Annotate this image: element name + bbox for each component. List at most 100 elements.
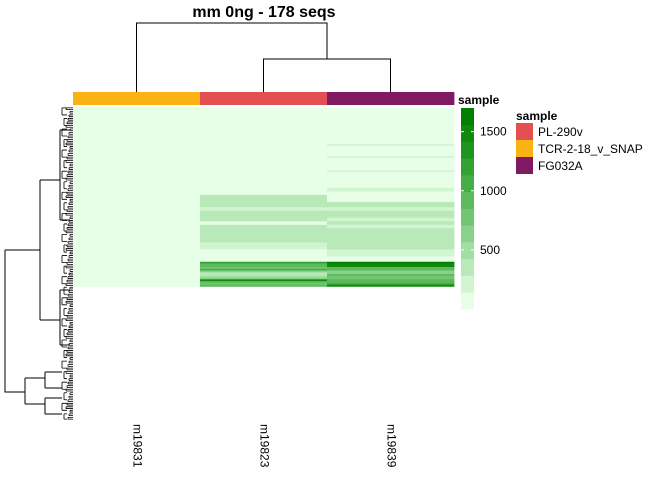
row-dendrogram-leaf [67,311,73,315]
heatmap-cell [200,249,328,257]
heatmap-cell [200,274,328,277]
row-dendrogram-leaf [67,364,73,367]
row-dendrogram-leaf [67,188,73,191]
row-dendrogram-branch [63,307,67,316]
row-dendrogram-branch [24,377,45,405]
heatmap-cell [327,228,455,236]
heatmap-cell [327,224,455,229]
column-dendrogram-branch [263,58,391,92]
heatmap-cell [73,272,201,275]
heatmap-cell [200,256,328,263]
heatmap-cell [327,207,455,212]
heatmap-cell [200,170,328,173]
row-dendrogram-leaf [66,156,73,160]
heatmap-cell [327,170,455,173]
row-dendrogram-branch [63,413,67,420]
row-dendrogram-leaf [66,191,73,195]
row-dendrogram-leaf [66,385,73,388]
row-dendrogram-leaf [69,269,73,272]
heatmap-cell [73,172,201,189]
column-label: m19823 [257,424,271,468]
row-dendrogram-leaf [67,416,73,420]
row-dendrogram-leaf [66,262,73,265]
heatmap-cell [327,217,455,222]
heatmap-cell [327,235,455,243]
row-dendrogram-branch [61,360,67,369]
color-legend-step [461,275,474,293]
row-dendrogram-branch [63,265,67,274]
heatmap-cell [327,107,455,145]
heatmap-cell [327,191,455,196]
column-labels: m19831 m19823 m19839 [130,424,398,468]
heatmap-cells [73,107,455,287]
color-legend-step [461,208,474,226]
heatmap-cell [327,256,455,263]
heatmap-cell [73,275,201,278]
annotation-cell [200,92,328,105]
row-dendrogram-leaf [68,202,73,205]
row-dendrogram-branch [61,255,67,264]
heatmap-cell [200,107,328,145]
column-dendrogram [136,22,391,92]
heatmap-cell [73,281,201,284]
row-dendrogram-branch [63,286,67,295]
heatmap-cell [200,270,328,273]
heatmap-cell [327,172,455,189]
row-dendrogram-leaf [68,184,73,188]
row-dendrogram-leaf [68,343,73,346]
row-dendrogram-leaf [68,272,73,276]
heatmap-cell [200,224,328,229]
heatmap-cell [73,284,201,287]
column-dendrogram-branch [136,22,328,92]
row-dendrogram-leaf [68,220,73,223]
row-dendrogram-leaf [69,392,73,395]
row-dendrogram-leaf [66,402,73,406]
color-legend-step [461,108,474,126]
heatmap-cell [327,274,455,277]
heatmap-cell [200,272,328,275]
row-dendrogram-leaf [69,251,73,255]
heatmap-cell [327,284,455,287]
row-dendrogram-leaf [69,409,73,413]
annotation-legend-label: PL-290v [538,125,583,139]
heatmap-cell [73,277,201,280]
annotation-legend: sample PL-290v TCR-2-18_v_SNAP FG032A [516,109,643,174]
annotation-legend-label: FG032A [538,159,583,173]
row-dendrogram-branch [61,170,67,179]
heatmap-cell [327,249,455,257]
heatmap-cell [200,267,328,270]
heatmap-cell [327,263,455,268]
row-dendrogram-leaf [68,149,73,153]
heatmap-cell [73,274,201,277]
row-dendrogram-leaf [67,153,73,156]
heatmap-cell [73,235,201,243]
heatmap-cell [200,191,328,196]
row-dendrogram-leaf [66,314,73,318]
heatmap-cell [73,224,201,229]
heatmap-cell [327,279,455,282]
row-dendrogram-leaf [65,177,73,181]
row-dendrogram-leaf [69,374,73,378]
heatmap-cell [200,221,328,226]
row-dendrogram-leaf [66,244,73,248]
heatmap-cell [327,156,455,159]
row-dendrogram-leaf [67,170,73,174]
color-legend-step [461,292,474,310]
row-dendrogram-leaf [65,160,73,163]
row-dendrogram-leaf [67,241,73,244]
row-dendrogram-leaf [69,110,73,114]
row-dendrogram-leaf [65,265,73,269]
row-dendrogram-leaf [68,167,73,170]
row-dendrogram-branch [63,223,67,232]
row-dendrogram-leaf [69,286,73,290]
annotation-legend-title: sample [516,109,558,123]
row-dendrogram-leaf [69,339,73,343]
row-dendrogram-leaf [69,163,73,167]
color-legend-tick-label: 500 [480,243,500,257]
heatmap-cell [73,242,201,247]
heatmap-cell [200,194,328,203]
row-dendrogram-branch [61,107,67,116]
row-dendrogram-branch [61,339,67,348]
heatmap-cell [327,272,455,275]
row-dendrogram-branch [63,392,67,401]
